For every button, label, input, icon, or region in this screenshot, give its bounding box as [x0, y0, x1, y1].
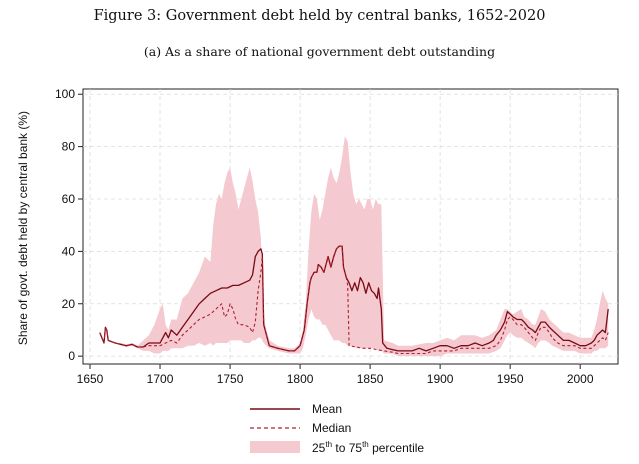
- figure-subtitle: (a) As a share of national government de…: [143, 44, 496, 59]
- legend-band-swatch: [250, 441, 300, 453]
- percentile-band-layer: [99, 136, 609, 357]
- y-axis: 0 20 40 60 80 100: [55, 87, 83, 363]
- x-tick-label-1850: 1850: [357, 372, 384, 386]
- series-lines-layer: [99, 245, 609, 355]
- y-tick-label-20: 20: [62, 297, 76, 311]
- legend-band-base: 25: [312, 441, 326, 455]
- x-tick-label-1750: 1750: [217, 372, 244, 386]
- percentile-band-area: [99, 136, 609, 357]
- y-tick-label-0: 0: [68, 349, 75, 363]
- x-tick-label-2000: 2000: [567, 372, 594, 386]
- x-tick-label-1800: 1800: [287, 372, 314, 386]
- legend-band-sup1: th: [325, 440, 332, 449]
- legend-median-label: Median: [312, 421, 351, 435]
- legend-band-end: percentile: [369, 441, 425, 455]
- figure-title: Figure 3: Government debt held by centra…: [93, 8, 546, 24]
- x-tick-label-1700: 1700: [147, 372, 174, 386]
- y-tick-label-80: 80: [62, 140, 76, 154]
- x-tick-label-1900: 1900: [427, 372, 454, 386]
- series-line-median: [99, 245, 609, 355]
- y-tick-label-40: 40: [62, 244, 76, 258]
- legend: Mean Median 25th to 75th percentile: [250, 402, 424, 455]
- x-tick-label-1650: 1650: [77, 372, 104, 386]
- x-tick-label-1950: 1950: [497, 372, 524, 386]
- legend-band-sup2: th: [362, 440, 369, 449]
- legend-band-mid: to 75: [332, 441, 362, 455]
- y-tick-label-100: 100: [55, 87, 75, 101]
- legend-band-label: 25th to 75th percentile: [312, 440, 424, 455]
- legend-mean-label: Mean: [312, 402, 342, 416]
- y-tick-label-60: 60: [62, 192, 76, 206]
- x-axis: 1650 1700 1750 1800 1850 1900 1950 2000: [77, 364, 594, 386]
